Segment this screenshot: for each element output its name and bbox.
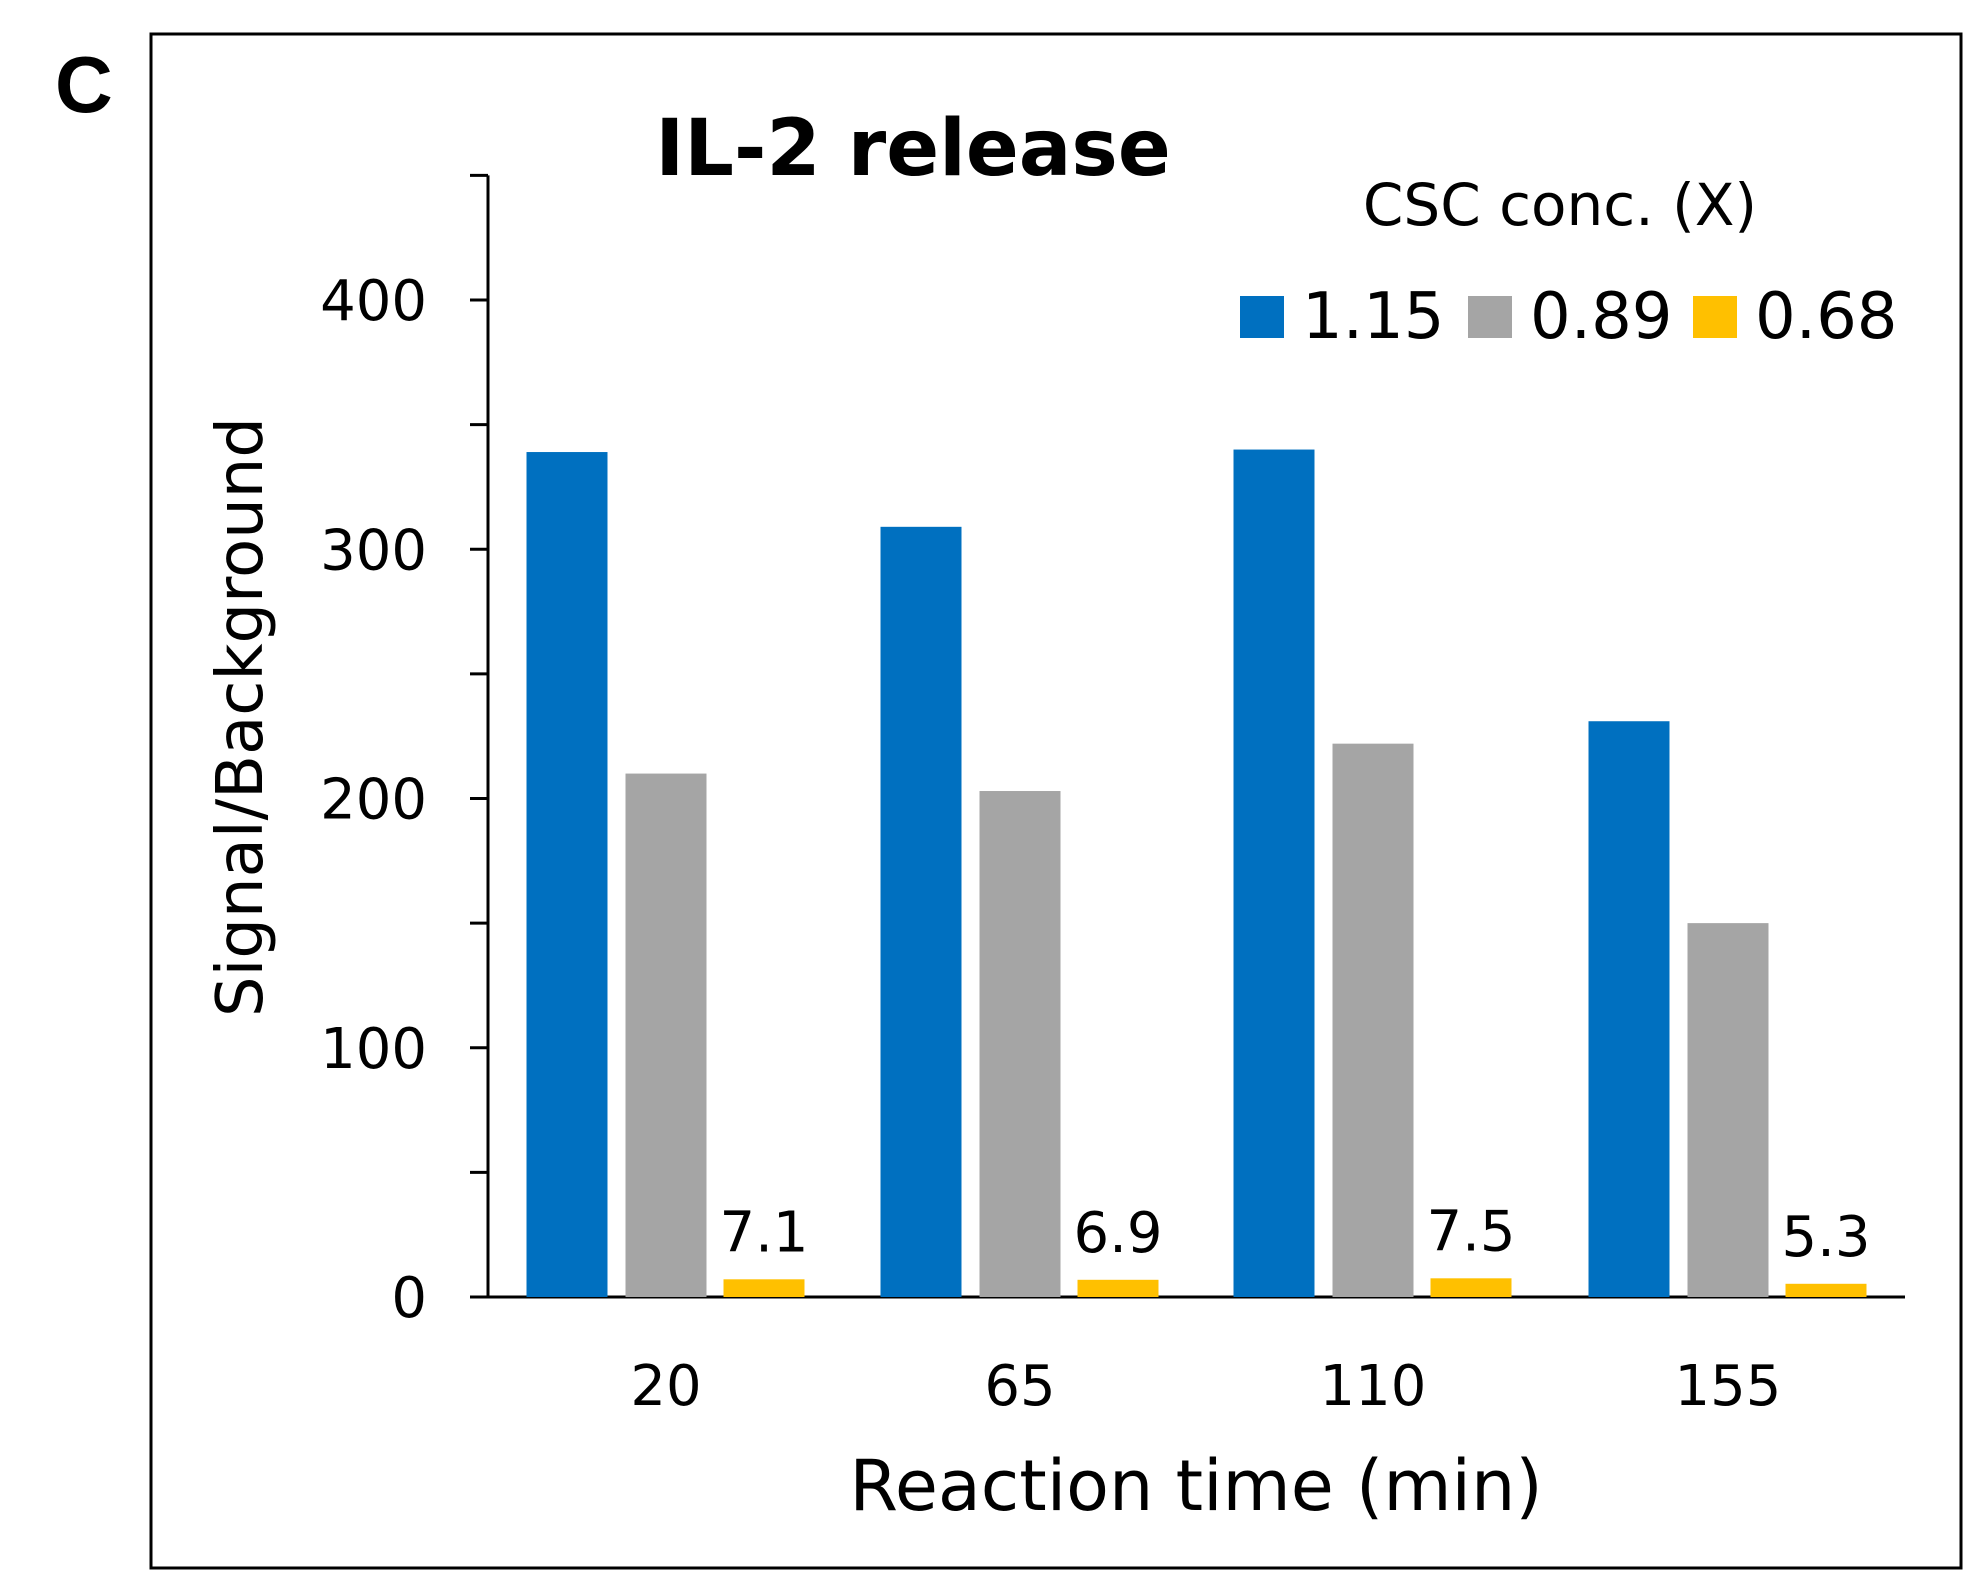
axes: 0 100 200 300 400 20 65 110 155	[320, 173, 1905, 1419]
x-tick-label: 155	[1675, 1354, 1782, 1419]
x-tick-label: 110	[1320, 1354, 1427, 1419]
data-label: 5.3	[1781, 1205, 1870, 1270]
y-tick-label: 0	[391, 1266, 427, 1331]
y-tick-label: 400	[320, 269, 427, 334]
bar-0.89-20	[625, 773, 707, 1297]
bar-1.15-155	[1588, 721, 1670, 1297]
bar-0.68-65	[1077, 1279, 1159, 1297]
legend-label: 0.68	[1755, 280, 1898, 354]
bar-0.68-110	[1430, 1278, 1512, 1297]
chart-title: IL-2 release	[655, 104, 1171, 194]
bar-0.89-155	[1687, 923, 1769, 1297]
y-tick-label: 300	[320, 518, 427, 583]
legend-swatch	[1693, 296, 1737, 338]
bar-0.89-65	[979, 791, 1061, 1297]
legend-swatch	[1468, 296, 1512, 338]
data-label: 7.5	[1426, 1199, 1515, 1264]
bar-0.68-155	[1785, 1283, 1867, 1297]
bar-0.68-20	[723, 1279, 805, 1297]
y-tick-label: 100	[320, 1017, 427, 1082]
legend-label: 0.89	[1530, 280, 1673, 354]
bar-1.15-20	[526, 452, 608, 1298]
bars: 7.1 6.9 7.5 5.3	[526, 449, 1871, 1298]
bar-1.15-110	[1233, 449, 1315, 1297]
bar-0.89-110	[1332, 743, 1414, 1297]
legend-swatch	[1240, 296, 1284, 338]
legend-label: 1.15	[1302, 280, 1445, 354]
y-axis-label: Signal/Background	[204, 417, 278, 1017]
panel-label: C	[55, 40, 113, 129]
data-label: 6.9	[1073, 1201, 1162, 1266]
legend-title: CSC conc. (X)	[1363, 171, 1757, 239]
y-tick-label: 200	[320, 768, 427, 833]
panel-frame	[149, 32, 1963, 1570]
x-tick-label: 20	[630, 1354, 701, 1419]
x-axis-label: Reaction time (min)	[849, 1445, 1542, 1527]
x-tick-label: 65	[984, 1354, 1055, 1419]
legend: 1.15 0.89 0.68	[1240, 280, 1898, 354]
data-label: 7.1	[719, 1200, 808, 1265]
bar-1.15-65	[880, 526, 962, 1297]
